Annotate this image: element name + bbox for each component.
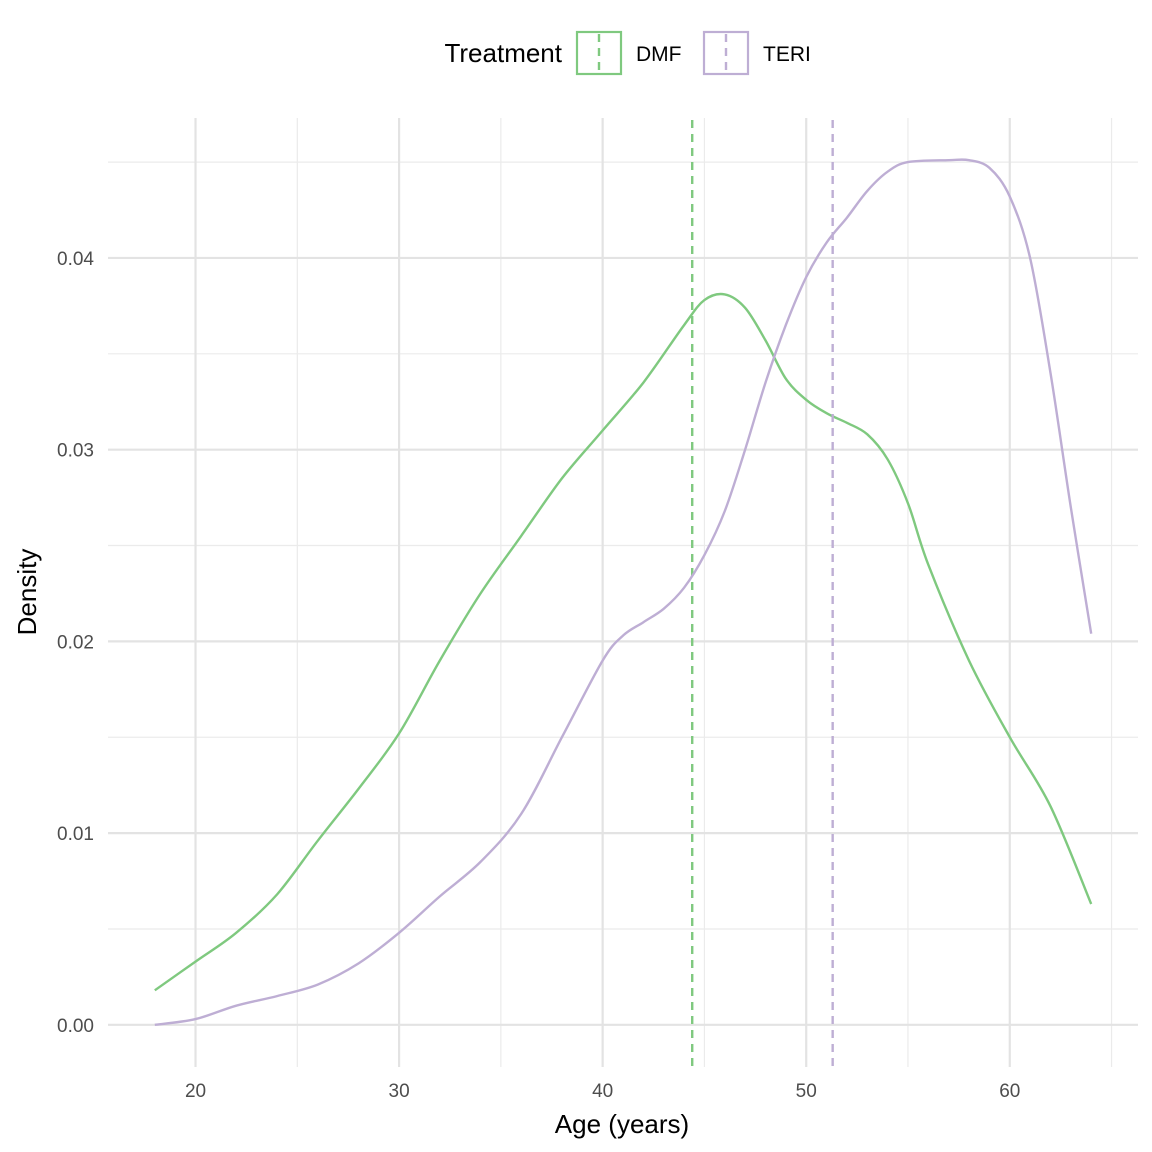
y-axis-title: Density <box>12 549 42 636</box>
legend-key-teri <box>702 30 750 76</box>
y-tick-label: 0.03 <box>57 441 94 462</box>
x-tick-label: 50 <box>796 1081 817 1102</box>
legend-key-dmf <box>575 30 623 76</box>
x-axis-title: Age (years) <box>555 1109 689 1139</box>
x-tick-label: 30 <box>389 1081 410 1102</box>
series-layer <box>154 120 1093 1067</box>
density-curve-dmf <box>154 292 1093 992</box>
y-axis-ticks: 0.00 0.01 0.02 0.03 0.04 <box>57 249 94 1037</box>
legend-label-teri: TERI <box>763 43 811 66</box>
y-tick-label: 0.04 <box>57 249 94 270</box>
y-tick-label: 0.00 <box>57 1016 94 1037</box>
x-tick-label: 20 <box>185 1081 206 1102</box>
y-tick-label: 0.01 <box>57 824 94 845</box>
density-curve-teri <box>154 158 1093 1026</box>
x-axis-ticks: 20 30 40 50 60 <box>185 1081 1020 1102</box>
legend: Treatment DMF TERI <box>444 30 811 76</box>
plot-area <box>108 118 1138 1067</box>
y-tick-label: 0.02 <box>57 632 94 653</box>
x-tick-label: 60 <box>999 1081 1020 1102</box>
legend-label-dmf: DMF <box>636 43 682 66</box>
minor-gridlines <box>108 118 1138 1067</box>
major-gridlines <box>108 118 1138 1067</box>
x-tick-label: 40 <box>592 1081 613 1102</box>
legend-title: Treatment <box>444 38 562 68</box>
